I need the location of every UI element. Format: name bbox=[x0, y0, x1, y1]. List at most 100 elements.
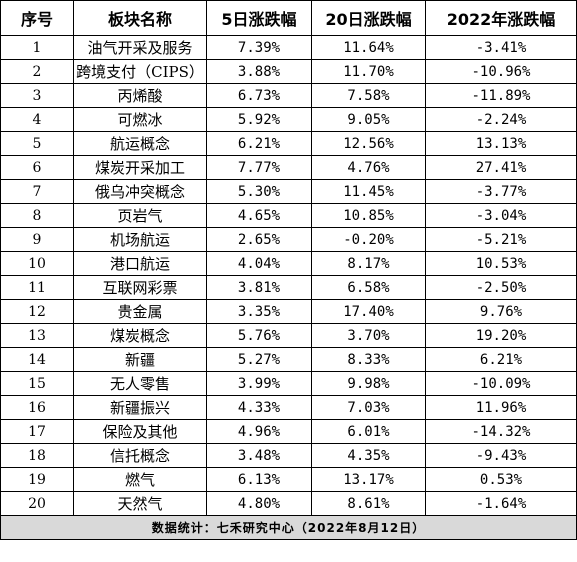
change-20day: 17.40% bbox=[311, 299, 426, 324]
change-ytd: 27.41% bbox=[425, 155, 577, 180]
source-note: 数据统计：七禾研究中心（2022年8月12日） bbox=[0, 515, 577, 540]
table-row: 10 港口航运 4.04% 8.17% 10.53% bbox=[0, 251, 577, 276]
change-5day: 4.80% bbox=[206, 491, 312, 516]
table-row: 4 可燃冰 5.92% 9.05% -2.24% bbox=[0, 107, 577, 132]
change-20day: 7.58% bbox=[311, 83, 426, 108]
row-index: 15 bbox=[0, 371, 74, 396]
sector-name: 无人零售 bbox=[73, 371, 207, 396]
change-5day: 5.76% bbox=[206, 323, 312, 348]
change-5day: 7.39% bbox=[206, 35, 312, 60]
change-5day: 5.27% bbox=[206, 347, 312, 372]
change-20day: 11.70% bbox=[311, 59, 426, 84]
table-row: 19 燃气 6.13% 13.17% 0.53% bbox=[0, 467, 577, 492]
change-ytd: -9.43% bbox=[425, 443, 577, 468]
change-5day: 3.88% bbox=[206, 59, 312, 84]
change-5day: 7.77% bbox=[206, 155, 312, 180]
change-5day: 6.21% bbox=[206, 131, 312, 156]
change-20day: 7.03% bbox=[311, 395, 426, 420]
row-index: 4 bbox=[0, 107, 74, 132]
row-index: 16 bbox=[0, 395, 74, 420]
change-5day: 5.92% bbox=[206, 107, 312, 132]
change-20day: 9.98% bbox=[311, 371, 426, 396]
change-ytd: 0.53% bbox=[425, 467, 577, 492]
sector-name: 机场航运 bbox=[73, 227, 207, 252]
change-20day: 4.76% bbox=[311, 155, 426, 180]
change-ytd: 6.21% bbox=[425, 347, 577, 372]
sector-name: 跨境支付（CIPS） bbox=[73, 59, 207, 84]
change-ytd: -10.09% bbox=[425, 371, 577, 396]
row-index: 6 bbox=[0, 155, 74, 180]
change-5day: 4.04% bbox=[206, 251, 312, 276]
row-index: 12 bbox=[0, 299, 74, 324]
table-row: 9 机场航运 2.65% -0.20% -5.21% bbox=[0, 227, 577, 252]
change-20day: 6.58% bbox=[311, 275, 426, 300]
table-row: 13 煤炭概念 5.76% 3.70% 19.20% bbox=[0, 323, 577, 348]
change-5day: 6.73% bbox=[206, 83, 312, 108]
row-index: 19 bbox=[0, 467, 74, 492]
sector-name: 保险及其他 bbox=[73, 419, 207, 444]
header-sector-name: 板块名称 bbox=[73, 0, 207, 36]
change-20day: 11.45% bbox=[311, 179, 426, 204]
sector-name: 可燃冰 bbox=[73, 107, 207, 132]
change-ytd: 9.76% bbox=[425, 299, 577, 324]
change-ytd: -3.77% bbox=[425, 179, 577, 204]
sector-name: 信托概念 bbox=[73, 443, 207, 468]
row-index: 18 bbox=[0, 443, 74, 468]
change-ytd: -2.50% bbox=[425, 275, 577, 300]
change-5day: 6.13% bbox=[206, 467, 312, 492]
sector-name: 油气开采及服务 bbox=[73, 35, 207, 60]
header-index: 序号 bbox=[0, 0, 74, 36]
change-5day: 3.81% bbox=[206, 275, 312, 300]
change-20day: 4.35% bbox=[311, 443, 426, 468]
change-5day: 5.30% bbox=[206, 179, 312, 204]
table-row: 16 新疆振兴 4.33% 7.03% 11.96% bbox=[0, 395, 577, 420]
change-ytd: -10.96% bbox=[425, 59, 577, 84]
row-index: 5 bbox=[0, 131, 74, 156]
change-5day: 3.35% bbox=[206, 299, 312, 324]
table-row: 5 航运概念 6.21% 12.56% 13.13% bbox=[0, 131, 577, 156]
header-row: 序号 板块名称 5日涨跌幅 20日涨跌幅 2022年涨跌幅 bbox=[0, 0, 577, 36]
change-5day: 4.33% bbox=[206, 395, 312, 420]
change-5day: 3.48% bbox=[206, 443, 312, 468]
change-20day: -0.20% bbox=[311, 227, 426, 252]
header-20day-change: 20日涨跌幅 bbox=[311, 0, 426, 36]
table-body: 1 油气开采及服务 7.39% 11.64% -3.41% 2 跨境支付（CIPS） 3.88… bbox=[0, 35, 577, 516]
row-index: 1 bbox=[0, 35, 74, 60]
change-20day: 10.85% bbox=[311, 203, 426, 228]
table-row: 14 新疆 5.27% 8.33% 6.21% bbox=[0, 347, 577, 372]
change-ytd: -11.89% bbox=[425, 83, 577, 108]
sector-name: 燃气 bbox=[73, 467, 207, 492]
table-row: 18 信托概念 3.48% 4.35% -9.43% bbox=[0, 443, 577, 468]
sector-name: 港口航运 bbox=[73, 251, 207, 276]
change-ytd: -5.21% bbox=[425, 227, 577, 252]
change-ytd: 13.13% bbox=[425, 131, 577, 156]
change-ytd: -2.24% bbox=[425, 107, 577, 132]
row-index: 11 bbox=[0, 275, 74, 300]
table-row: 2 跨境支付（CIPS） 3.88% 11.70% -10.96% bbox=[0, 59, 577, 84]
change-20day: 11.64% bbox=[311, 35, 426, 60]
change-20day: 9.05% bbox=[311, 107, 426, 132]
row-index: 7 bbox=[0, 179, 74, 204]
sector-name: 新疆振兴 bbox=[73, 395, 207, 420]
change-ytd: -3.04% bbox=[425, 203, 577, 228]
header-5day-change: 5日涨跌幅 bbox=[206, 0, 312, 36]
sector-performance-table: 序号 板块名称 5日涨跌幅 20日涨跌幅 2022年涨跌幅 1 油气开采及服务 7.… bbox=[0, 0, 577, 540]
sector-name: 航运概念 bbox=[73, 131, 207, 156]
sector-name: 丙烯酸 bbox=[73, 83, 207, 108]
sector-name: 俄乌冲突概念 bbox=[73, 179, 207, 204]
sector-name: 页岩气 bbox=[73, 203, 207, 228]
row-index: 9 bbox=[0, 227, 74, 252]
sector-name: 贵金属 bbox=[73, 299, 207, 324]
table-row: 12 贵金属 3.35% 17.40% 9.76% bbox=[0, 299, 577, 324]
change-ytd: 10.53% bbox=[425, 251, 577, 276]
change-5day: 2.65% bbox=[206, 227, 312, 252]
row-index: 3 bbox=[0, 83, 74, 108]
sector-name: 天然气 bbox=[73, 491, 207, 516]
change-20day: 13.17% bbox=[311, 467, 426, 492]
sector-name: 煤炭概念 bbox=[73, 323, 207, 348]
change-5day: 4.65% bbox=[206, 203, 312, 228]
row-index: 13 bbox=[0, 323, 74, 348]
row-index: 20 bbox=[0, 491, 74, 516]
change-ytd: 19.20% bbox=[425, 323, 577, 348]
change-ytd: -1.64% bbox=[425, 491, 577, 516]
